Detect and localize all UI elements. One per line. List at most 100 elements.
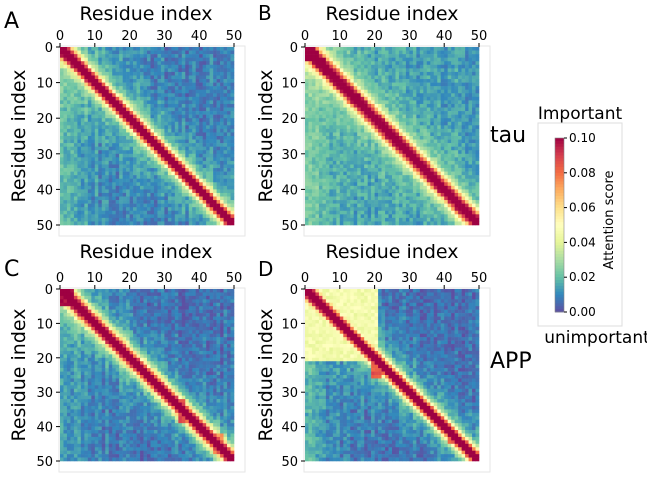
heatmap-cell bbox=[66, 143, 71, 147]
heatmap-cell bbox=[318, 210, 323, 215]
heatmap-cell bbox=[388, 168, 393, 172]
heatmap-cell bbox=[315, 111, 320, 115]
heatmap-cell bbox=[388, 157, 393, 162]
heatmap-cell bbox=[66, 136, 71, 140]
heatmap-cell bbox=[126, 125, 130, 130]
heatmap-cell bbox=[60, 68, 64, 73]
heatmap-cell bbox=[108, 192, 113, 197]
heatmap-cell bbox=[199, 164, 203, 169]
heatmap-cell bbox=[305, 200, 309, 204]
heatmap-cell bbox=[84, 118, 89, 123]
heatmap-cell bbox=[398, 71, 403, 76]
heatmap-cell bbox=[63, 107, 68, 112]
heatmap-cell bbox=[126, 64, 130, 69]
heatmap-cell bbox=[160, 82, 165, 87]
heatmap-cell bbox=[87, 118, 92, 123]
heatmap-cell bbox=[94, 64, 99, 69]
heatmap-cell bbox=[140, 196, 144, 201]
heatmap-cell bbox=[405, 57, 410, 62]
heatmap-cell bbox=[318, 203, 323, 208]
heatmap-cell bbox=[437, 57, 442, 62]
heatmap-cell bbox=[70, 175, 75, 180]
heatmap-cell bbox=[447, 175, 452, 180]
heatmap-cell bbox=[171, 93, 176, 98]
heatmap-cell bbox=[472, 139, 476, 144]
heatmap-cell bbox=[230, 54, 235, 58]
heatmap-cell bbox=[101, 100, 106, 105]
heatmap-cell bbox=[385, 189, 389, 194]
heatmap-cell bbox=[174, 207, 179, 212]
heatmap-cell bbox=[374, 210, 379, 215]
heatmap-cell bbox=[412, 153, 417, 158]
heatmap-cell bbox=[70, 114, 75, 119]
heatmap-cell bbox=[66, 203, 71, 208]
heatmap-cell bbox=[227, 203, 231, 208]
heatmap-cell bbox=[433, 192, 438, 197]
heatmap-cell bbox=[402, 157, 407, 162]
heatmap-cell bbox=[157, 153, 162, 158]
heatmap-cell bbox=[336, 79, 341, 83]
heatmap-cell bbox=[437, 86, 442, 91]
heatmap-cell bbox=[153, 207, 158, 212]
heatmap-cell bbox=[105, 125, 110, 130]
heatmap-cell bbox=[227, 178, 231, 183]
heatmap-cell bbox=[63, 207, 68, 212]
heatmap-cell bbox=[70, 178, 75, 183]
panel-frame bbox=[58, 45, 246, 237]
heatmap-cell bbox=[216, 50, 221, 55]
heatmap-cell bbox=[412, 75, 417, 80]
heatmap-cell bbox=[325, 157, 330, 162]
heatmap-cell bbox=[325, 196, 330, 201]
heatmap-cell bbox=[77, 136, 82, 140]
heatmap-cell bbox=[454, 136, 459, 140]
heatmap-cell bbox=[160, 196, 165, 201]
heatmap-cell bbox=[87, 93, 92, 98]
heatmap-cell bbox=[84, 150, 89, 155]
heatmap-cell bbox=[444, 128, 448, 133]
heatmap-cell bbox=[115, 107, 120, 112]
heatmap-cell bbox=[398, 64, 403, 69]
heatmap-cell bbox=[66, 93, 71, 98]
heatmap-cell bbox=[178, 100, 183, 105]
heatmap-cell bbox=[140, 93, 144, 98]
heatmap-cell bbox=[405, 118, 410, 123]
heatmap-cell bbox=[350, 178, 355, 183]
heatmap-cell bbox=[364, 100, 368, 105]
heatmap-cell bbox=[185, 189, 190, 194]
heatmap-cell bbox=[353, 132, 358, 137]
heatmap-cell bbox=[461, 164, 466, 169]
heatmap-cell bbox=[419, 139, 424, 144]
heatmap-cell bbox=[364, 185, 368, 190]
heatmap-cell bbox=[412, 111, 417, 115]
heatmap-cell bbox=[77, 139, 82, 144]
heatmap-cell bbox=[325, 214, 330, 219]
heatmap-cell bbox=[112, 203, 116, 208]
heatmap-cell bbox=[461, 75, 466, 80]
heatmap-cell bbox=[468, 100, 473, 105]
heatmap-cell bbox=[73, 79, 78, 83]
heatmap-cell bbox=[472, 168, 476, 172]
heatmap-cell bbox=[357, 160, 361, 165]
heatmap-cell bbox=[332, 128, 337, 133]
heatmap-cell bbox=[412, 121, 417, 126]
heatmap-cell bbox=[98, 164, 103, 169]
heatmap-cell bbox=[136, 89, 141, 94]
heatmap-cell bbox=[167, 189, 172, 194]
heatmap-cell bbox=[112, 50, 116, 55]
heatmap-cell bbox=[188, 121, 193, 126]
heatmap-cell bbox=[136, 136, 141, 140]
heatmap-cell bbox=[350, 168, 355, 172]
heatmap-cell bbox=[108, 221, 113, 226]
heatmap-cell bbox=[468, 196, 473, 201]
heatmap-cell bbox=[192, 157, 197, 162]
heatmap-cell bbox=[98, 136, 103, 140]
heatmap-cell bbox=[426, 128, 431, 133]
heatmap-cell bbox=[206, 203, 210, 208]
heatmap-cell bbox=[374, 103, 379, 108]
heatmap-cell bbox=[202, 214, 207, 219]
heatmap-cell bbox=[216, 217, 221, 222]
heatmap-cell bbox=[181, 96, 186, 101]
heatmap-cell bbox=[227, 150, 231, 155]
heatmap-cell bbox=[385, 160, 389, 165]
heatmap-cell bbox=[147, 153, 151, 158]
